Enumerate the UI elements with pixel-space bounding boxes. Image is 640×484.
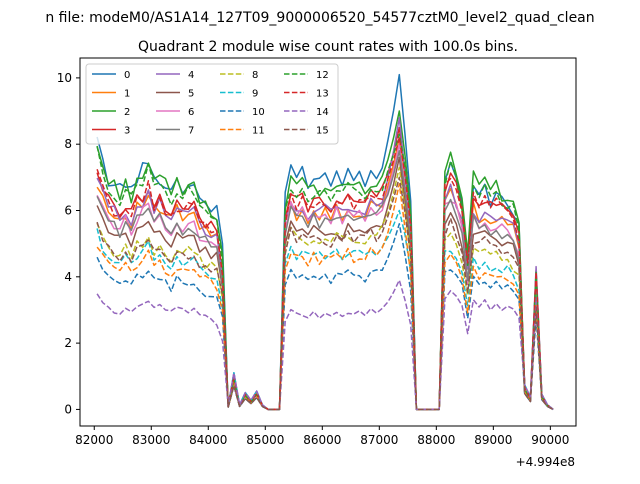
- figure-suptitle: n file: modeM0/AS1A14_127T09_9000006520_…: [45, 10, 594, 26]
- legend-label-0: 0: [124, 70, 130, 81]
- series-line-0: [96, 73, 554, 411]
- legend-label-12: 12: [316, 70, 329, 81]
- legend-label-13: 13: [316, 89, 329, 100]
- x-tick-label: 85000: [246, 433, 284, 447]
- legend-label-7: 7: [188, 126, 194, 137]
- y-axis: 0 2 4 6 8 10: [57, 71, 80, 416]
- x-tick-label: 88000: [417, 433, 455, 447]
- y-tick-label: 2: [64, 336, 72, 350]
- y-tick-label: 10: [57, 71, 72, 85]
- y-tick-label: 6: [64, 204, 72, 218]
- series-line-5: [96, 156, 554, 411]
- y-tick-label: 8: [64, 137, 72, 151]
- legend-label-5: 5: [188, 89, 194, 100]
- legend-label-4: 4: [188, 70, 194, 81]
- legend-label-3: 3: [124, 126, 130, 137]
- x-tick-label: 84000: [189, 433, 227, 447]
- legend-frame: [85, 63, 339, 145]
- x-tick-label: 87000: [360, 433, 398, 447]
- x-tick-label: 83000: [132, 433, 170, 447]
- series-line-10: [96, 223, 554, 411]
- legend-label-6: 6: [188, 107, 194, 118]
- legend-label-8: 8: [252, 70, 258, 81]
- series-line-9: [96, 209, 554, 411]
- y-tick-label: 4: [64, 270, 72, 284]
- series-layer: [96, 73, 554, 411]
- x-tick-label: 86000: [303, 433, 341, 447]
- series-line-2: [96, 110, 554, 411]
- series-line-4: [96, 116, 554, 411]
- legend-label-14: 14: [316, 107, 329, 118]
- legend-label-15: 15: [316, 126, 329, 137]
- legend-label-9: 9: [252, 89, 258, 100]
- series-line-12: [96, 133, 554, 411]
- series-line-11: [96, 183, 554, 411]
- plot-frame: [79, 57, 577, 427]
- x-tick-label: 90000: [531, 433, 569, 447]
- x-tick-label: 89000: [474, 433, 512, 447]
- x-axis: 82000 83000 84000 85000 86000 87000 88000 89000…: [75, 426, 569, 447]
- chart-title: Quadrant 2 module wise count rates with …: [138, 39, 518, 55]
- series-line-7: [96, 150, 554, 411]
- legend-label-11: 11: [252, 126, 265, 137]
- legend-label-1: 1: [124, 89, 130, 100]
- x-tick-label: 82000: [75, 433, 113, 447]
- series-line-13: [96, 136, 554, 411]
- legend-label-10: 10: [252, 107, 265, 118]
- series-line-15: [96, 176, 554, 411]
- y-tick-label: 0: [64, 402, 72, 416]
- series-line-14: [96, 279, 554, 411]
- x-offset-label: +4.994e8: [516, 455, 575, 469]
- legend-label-2: 2: [124, 107, 130, 118]
